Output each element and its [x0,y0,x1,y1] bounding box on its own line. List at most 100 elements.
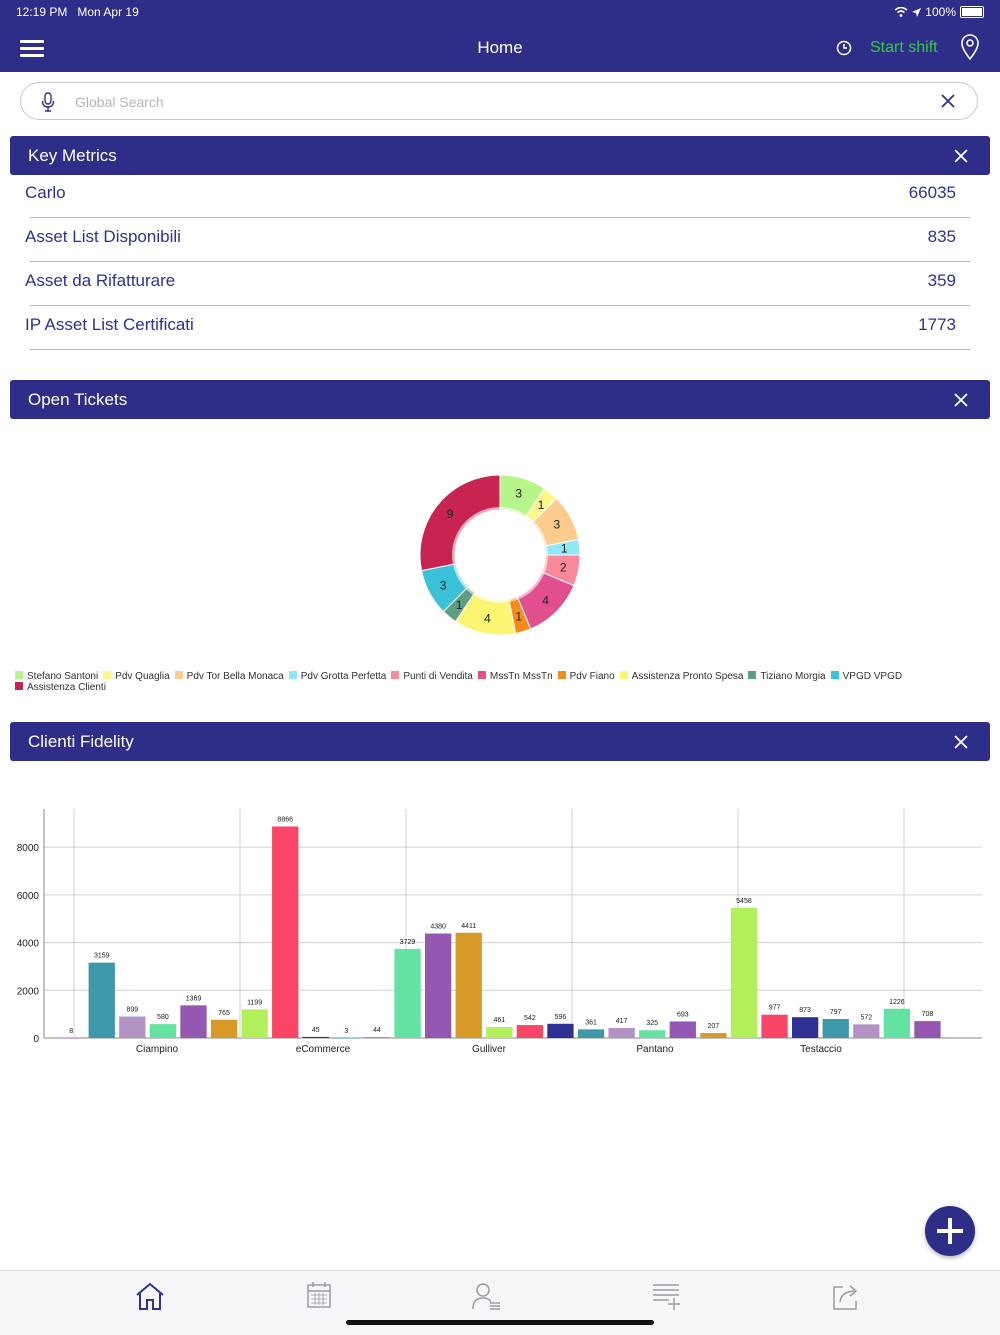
contacts-icon[interactable] [471,1281,503,1311]
bar[interactable] [700,1033,727,1038]
pie-slice-label: 1 [538,498,545,512]
bar-value-label: 3 [344,1028,348,1035]
bar-value-label: 4411 [461,923,476,930]
metric-label: Asset List Disponibili [25,227,181,246]
bar[interactable] [302,1036,329,1038]
status-indicators: 100% [894,5,984,19]
metric-value: 359 [927,271,956,290]
bar[interactable] [210,1019,238,1038]
bar[interactable] [180,1005,207,1038]
bar-value-label: 899 [126,1007,138,1014]
y-tick-label: 4000 [17,939,40,950]
legend-item[interactable]: Assistenza Pronto Spesa [619,671,744,682]
bar[interactable] [547,1023,574,1038]
legend-item[interactable]: Stefano Santoni [15,671,98,682]
legend-swatch [391,671,400,679]
legend-swatch [477,671,486,679]
bar[interactable] [424,933,452,1038]
bar[interactable] [333,1037,360,1039]
bar[interactable] [58,1037,85,1039]
pie-slice-label: 1 [515,610,522,624]
bar[interactable] [639,1030,666,1038]
legend-item[interactable]: Tiziano Morgia [748,671,826,682]
open-tickets-title: Open Tickets [28,390,128,409]
legend-swatch [15,682,23,690]
clienti-fidelity-header: Clienti Fidelity [10,722,990,761]
legend-label: Pdv Grotta Perfetta [300,671,387,682]
bar[interactable] [791,1017,819,1038]
bar[interactable] [455,932,482,1038]
legend-item[interactable]: Punti di Vendita [391,671,473,682]
legend-item[interactable]: Pdv Grotta Perfetta [288,671,387,682]
x-tick-label: Gulliver [472,1044,507,1055]
bar[interactable] [516,1025,544,1038]
clear-search-icon[interactable] [941,94,955,108]
bar-value-label: 797 [830,1009,842,1016]
status-time: 12:19 PM Mon Apr 19 [16,5,139,19]
bar[interactable] [914,1021,941,1038]
search-input[interactable] [73,89,897,115]
legend-item[interactable]: VPGD VPGD [830,671,902,682]
metric-row-asset-da-rifatturare[interactable]: Asset da Rifatturare 359 [25,271,970,315]
pie-slice-label: 4 [542,594,549,608]
bar-value-label: 873 [799,1007,811,1014]
bar-value-label: 45 [312,1027,320,1034]
menu-icon[interactable] [20,40,44,57]
metric-row-carlo[interactable]: Carlo 66035 [25,183,970,227]
bar[interactable] [149,1024,177,1038]
bar[interactable] [822,1018,849,1038]
home-icon[interactable] [134,1281,166,1311]
bar-value-label: 708 [922,1011,934,1018]
share-icon[interactable] [831,1281,861,1311]
legend-label: Pdv Fiano [569,671,615,682]
bar[interactable] [883,1008,911,1038]
bar[interactable] [577,1029,605,1038]
legend-item[interactable]: Pdv Tor Bella Monaca [174,671,284,682]
home-indicator [346,1320,654,1325]
metric-label: Carlo [25,183,66,202]
open-tickets-header: Open Tickets [10,380,990,419]
divider [30,261,970,262]
x-tick-label: Testaccio [800,1044,842,1055]
microphone-icon[interactable] [41,92,55,112]
legend-item[interactable]: Pdv Fiano [557,671,615,682]
bar[interactable] [241,1009,268,1038]
bar[interactable] [88,962,115,1038]
close-key-metrics-icon[interactable] [954,149,968,163]
bar[interactable] [761,1014,788,1038]
bar[interactable] [669,1021,696,1038]
clienti-fidelity-bar-chart[interactable]: 0 2000 4000 6000 8000 Ciampino eCommerce Gulliv… [0,795,1000,1065]
legend-item[interactable]: Assistenza Clienti [15,682,106,693]
pie-slice[interactable] [419,474,501,572]
bar[interactable] [394,949,421,1038]
metric-label: IP Asset List Certificati [25,315,194,334]
pie-slice-label: 4 [484,611,491,625]
bar-value-label: 5458 [736,898,752,905]
bar[interactable] [363,1036,391,1038]
metric-value: 835 [927,227,956,246]
bar[interactable] [272,826,299,1038]
bar[interactable] [853,1024,880,1038]
bar[interactable] [486,1027,513,1038]
legend-label: Assistenza Pronto Spesa [631,671,744,682]
close-open-tickets-icon[interactable] [954,393,968,407]
legend-item[interactable]: MssTn MssTn [477,671,553,682]
location-arrow-icon [912,7,922,17]
metric-row-ip-asset-list-certificati[interactable]: IP Asset List Certificati 1773 [25,315,970,359]
legend-item[interactable]: Pdv Quaglia [103,671,170,682]
location-pin-icon[interactable] [960,34,980,60]
bar[interactable] [608,1028,635,1038]
calendar-icon[interactable] [306,1281,332,1309]
legend-label: Tiziano Morgia [760,671,826,682]
status-clock: 12:19 PM [16,5,68,19]
start-shift-button[interactable]: Start shift [870,39,938,56]
close-clienti-fidelity-icon[interactable] [954,735,968,749]
clock-icon[interactable] [836,40,852,56]
add-button[interactable] [925,1206,975,1256]
add-list-icon[interactable] [651,1281,681,1311]
bar[interactable] [119,1016,146,1038]
bar[interactable] [730,907,758,1038]
metric-row-asset-list-disponibili[interactable]: Asset List Disponibili 835 [25,227,970,271]
bar-value-label: 1226 [889,999,905,1006]
